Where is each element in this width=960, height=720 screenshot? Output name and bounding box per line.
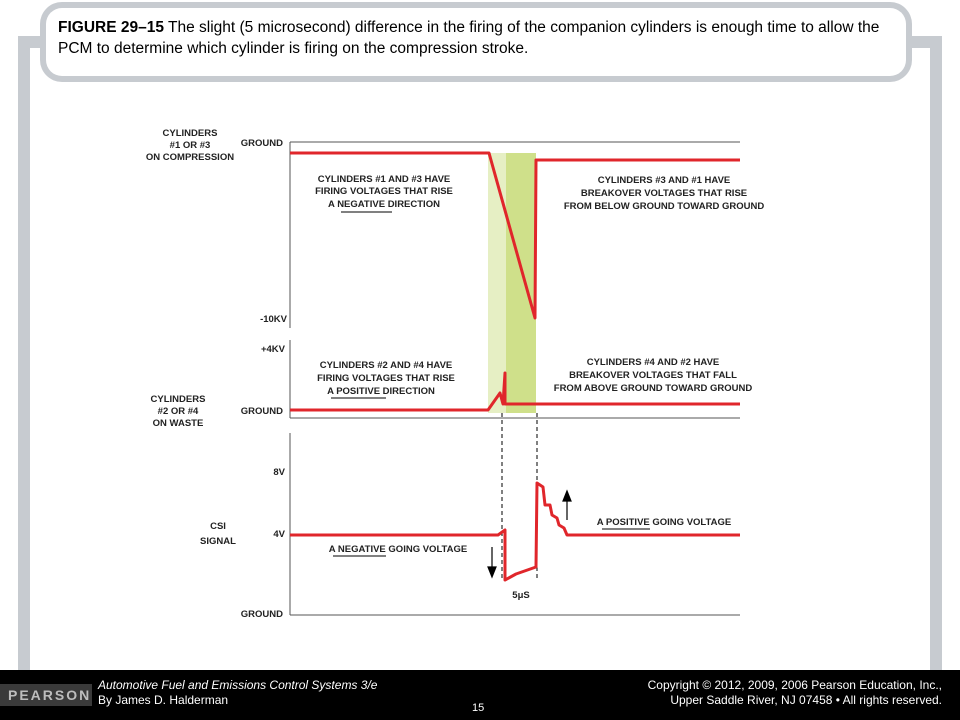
csi-time-label: 5μS [512,590,529,601]
compression-side-label-2: #1 OR #3 [170,140,211,151]
book-title: Automotive Fuel and Emissions Control Sy… [98,678,378,692]
caption-text: The slight (5 microsecond) difference in… [58,19,880,57]
compression-note-right-1: CYLINDERS #3 AND #1 HAVE [598,175,731,186]
compression-axis-bottom: -10KV [260,314,288,325]
waste-side-label-1: CYLINDERS [151,394,206,405]
csi-waveform [290,481,740,582]
compression-axis-top: GROUND [241,138,283,149]
waste-side-label-2: #2 OR #4 [158,406,199,417]
waste-note-left-1: CYLINDERS #2 AND #4 HAVE [320,360,453,371]
axes [289,141,740,616]
compression-note-right-2: BREAKOVER VOLTAGES THAT RISE [581,188,747,199]
copyright-notice: Copyright © 2012, 2009, 2006 Pearson Edu… [648,678,942,708]
csi-note-left: A NEGATIVE GOING VOLTAGE [329,544,467,555]
page-number: 15 [472,702,485,714]
waste-side-label-3: ON WASTE [153,418,204,429]
compression-side-label-1: CYLINDERS [163,128,218,139]
compression-note-right-3: FROM BELOW GROUND TOWARD GROUND [564,201,765,212]
emphasis-underlines [331,211,650,557]
csi-axis-bottom: GROUND [241,609,283,620]
logo-background [0,684,92,706]
book-author: By James D. Halderman [98,693,229,707]
compression-note-left-1: CYLINDERS #1 AND #3 HAVE [318,174,451,185]
waste-note-left-3: A POSITIVE DIRECTION [327,386,435,397]
ignition-waveform-diagram: CYLINDERS #1 OR #3 ON COMPRESSION GROUND… [146,128,765,620]
compression-side-label-3: ON COMPRESSION [146,152,234,163]
time-guides [501,413,538,580]
direction-arrows [487,489,572,579]
compression-waveform [290,151,740,320]
copyright-line-1: Copyright © 2012, 2009, 2006 Pearson Edu… [647,678,942,692]
highlight-band-dark [506,153,536,413]
book-info: Automotive Fuel and Emissions Control Sy… [98,678,377,708]
up-arrow-icon [562,489,572,502]
waste-note-left-2: FIRING VOLTAGES THAT RISE [317,373,455,384]
figure-caption: FIGURE 29–15 The slight (5 microsecond) … [46,8,906,76]
csi-axis-mid: 4V [273,529,285,540]
pearson-logo: PEARSON [8,687,92,703]
waste-axis-top: +4KV [261,344,286,355]
waste-waveform [290,371,740,412]
compression-note-left-3: A NEGATIVE DIRECTION [328,199,440,210]
down-arrow-icon [487,566,497,579]
footer-bar: PEARSON Automotive Fuel and Emissions Co… [0,670,960,720]
csi-side-label-1: CSI [210,521,226,532]
csi-note-right: A POSITIVE GOING VOLTAGE [597,517,731,528]
copyright-line-2: Upper Saddle River, NJ 07458 • All right… [670,693,942,707]
slide-frame-right [930,36,942,670]
compression-note-left-2: FIRING VOLTAGES THAT RISE [315,186,453,197]
waste-note-right-3: FROM ABOVE GROUND TOWARD GROUND [554,383,753,394]
figure-label: FIGURE 29–15 [58,19,164,36]
csi-side-label-2: SIGNAL [200,536,236,547]
waste-note-right-1: CYLINDERS #4 AND #2 HAVE [587,357,720,368]
waste-note-right-2: BREAKOVER VOLTAGES THAT FALL [569,370,737,381]
slide-frame-left [18,36,30,670]
csi-axis-top: 8V [273,467,285,478]
waste-axis-bottom: GROUND [241,406,283,417]
highlight-band-light [488,153,506,413]
